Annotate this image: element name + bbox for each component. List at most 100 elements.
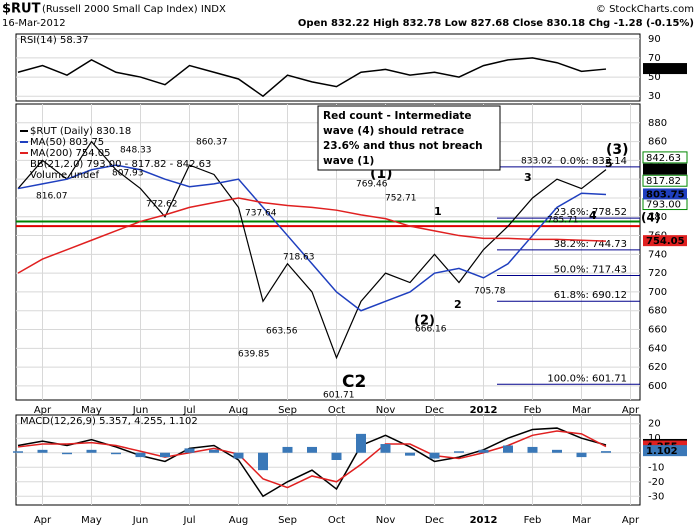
y-tick-label: 720 xyxy=(648,268,667,279)
wave-label: 5 xyxy=(605,157,613,170)
price-annotation: 663.56 xyxy=(266,327,298,337)
price-annotation: 639.85 xyxy=(238,350,270,360)
series-line xyxy=(17,197,607,274)
x-tick-label: Aug xyxy=(229,515,249,526)
price-annotation: 752.71 xyxy=(385,194,417,204)
x-tick-label: Apr xyxy=(622,405,640,416)
fib-label: 38.2%: 744.73 xyxy=(554,239,627,250)
x-tick-label: Apr xyxy=(34,515,52,526)
x-tick-label: May xyxy=(81,405,102,416)
last-value: 830.18 xyxy=(646,165,685,176)
last-value-box xyxy=(643,235,687,247)
bb-tag-box xyxy=(642,151,688,164)
x-tick-label: Nov xyxy=(376,405,396,416)
last-value-box xyxy=(643,445,687,457)
x-tick-label: Feb xyxy=(524,515,542,526)
bb-tag: 793.00 xyxy=(646,200,681,211)
histogram-bar xyxy=(184,448,195,453)
wave-label: 4 xyxy=(589,209,597,222)
y-tick-label: 70 xyxy=(648,53,661,64)
histogram-bar xyxy=(307,446,317,453)
histogram-bar xyxy=(601,451,611,453)
bb-tag-box xyxy=(642,174,688,187)
legend-entry: $RUT (Daily) 830.18 xyxy=(30,126,131,137)
last-value: 803.75 xyxy=(646,189,685,200)
bb-tag: 842.63 xyxy=(646,153,681,164)
panel-frame xyxy=(15,33,641,102)
price-annotation: 601.71 xyxy=(323,391,355,401)
x-tick-label: Apr xyxy=(34,405,52,416)
price-annotation: 807.93 xyxy=(112,169,144,179)
symbol: $RUT xyxy=(2,2,41,17)
y-tick-label: 780 xyxy=(648,212,667,223)
x-tick-label: Oct xyxy=(328,515,345,526)
legend-entry: MA(200) 754.05 xyxy=(30,148,111,159)
wave-label: (3) xyxy=(606,142,629,158)
histogram-bar xyxy=(429,452,440,459)
histogram-bar xyxy=(356,433,366,453)
fib-label: 0.0%: 833.14 xyxy=(560,156,627,167)
price-annotation: 816.07 xyxy=(36,192,68,202)
note-line: wave (1) xyxy=(323,155,374,167)
bb-tag: 817.82 xyxy=(646,176,681,187)
x-tick-label: May xyxy=(81,515,102,526)
x-tick-label: Mar xyxy=(572,405,592,416)
fib-label: 100.0%: 601.71 xyxy=(547,373,627,384)
x-tick-label: Sep xyxy=(278,515,297,526)
x-tick-label: Jun xyxy=(132,515,149,526)
wave-label: C2 xyxy=(342,372,366,392)
x-tick-label: Oct xyxy=(328,405,345,416)
price-annotation: 772.62 xyxy=(146,200,178,210)
histogram-bar xyxy=(233,452,244,459)
histogram-bar xyxy=(62,452,72,455)
x-tick-label: Jul xyxy=(182,515,195,526)
price-annotation: 718.63 xyxy=(283,253,315,263)
last-value: 58.37 xyxy=(646,64,678,75)
histogram-bar xyxy=(503,445,513,453)
y-tick-label: 600 xyxy=(648,381,667,392)
x-tick-label: Dec xyxy=(425,405,444,416)
date: 16-Mar-2012 xyxy=(2,18,66,29)
note-line: 23.6% and thus not breach xyxy=(323,140,483,152)
y-tick-label: 660 xyxy=(648,325,667,336)
note-line: wave (4) should retrace xyxy=(323,125,464,137)
series-line xyxy=(17,427,607,498)
x-tick-label: Apr xyxy=(622,515,640,526)
wave-label: (4) xyxy=(641,211,660,225)
histogram-bar xyxy=(331,452,342,460)
y-tick-label: 700 xyxy=(648,287,667,298)
x-tick-label: Feb xyxy=(524,405,542,416)
panel-title: RSI(14) 58.37 xyxy=(20,35,89,46)
y-tick-label: 620 xyxy=(648,362,667,373)
histogram-bar xyxy=(282,446,293,453)
histogram-bar xyxy=(454,451,464,453)
legend-entry: Volume undef xyxy=(30,170,100,181)
y-tick-label: 640 xyxy=(648,343,667,354)
price-annotation: 705.78 xyxy=(474,287,506,297)
histogram-bar xyxy=(111,452,121,455)
histogram-bar xyxy=(552,449,562,453)
histogram-bar xyxy=(86,449,97,453)
quote: Open 832.22 High 832.78 Low 827.68 Close… xyxy=(298,18,694,29)
y-tick-label: -20 xyxy=(648,477,664,488)
y-tick-label: 10 xyxy=(648,433,661,444)
histogram-bar xyxy=(258,452,268,471)
last-value: 1.102 xyxy=(646,446,678,457)
y-tick-label: -30 xyxy=(648,491,664,502)
x-tick-label: Dec xyxy=(425,515,444,526)
y-tick-label: -10 xyxy=(648,462,664,473)
histogram-bar xyxy=(160,452,170,458)
note-line: Red count - Intermediate xyxy=(323,110,472,122)
price-annotation: 769.46 xyxy=(356,180,388,190)
histogram-bar xyxy=(527,446,538,453)
wave-label: (2) xyxy=(414,314,435,329)
note-box xyxy=(317,105,501,171)
series-line xyxy=(17,57,607,98)
x-tick-label: Jul xyxy=(182,405,195,416)
wave-label: 1 xyxy=(434,205,442,218)
last-value-box xyxy=(643,188,687,200)
y-tick-label: 740 xyxy=(648,249,667,260)
histogram-bar xyxy=(380,444,391,453)
x-tick-label: Nov xyxy=(376,515,396,526)
